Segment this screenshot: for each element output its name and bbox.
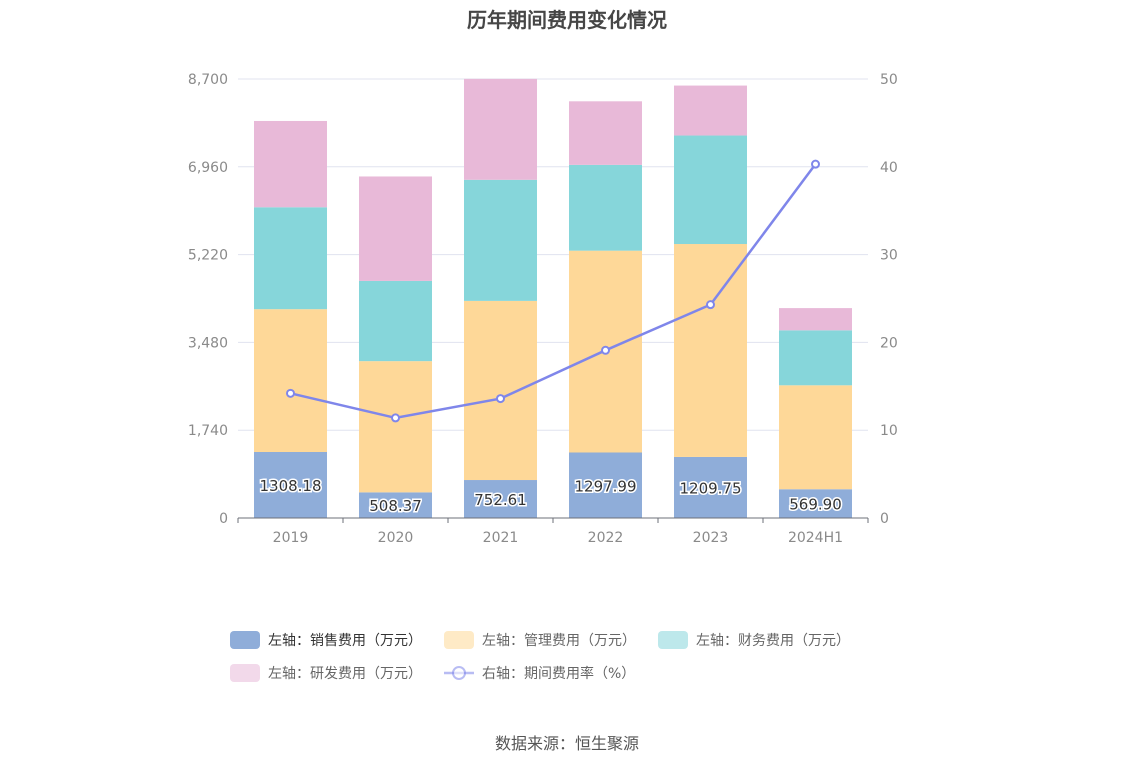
- legend-label: 右轴：期间费用率（%）: [482, 666, 636, 682]
- legend-item[interactable]: 左轴：财务费用（万元）: [658, 630, 850, 650]
- bar-value-label: 569.90: [789, 496, 842, 514]
- legend-label: 左轴：销售费用（万元）: [268, 633, 422, 649]
- grid-lines: [238, 78, 868, 431]
- rate-line-point: [286, 388, 295, 398]
- legend-line-icon: [444, 666, 474, 680]
- legend-swatch: [230, 631, 260, 649]
- bar-segment: [254, 451, 327, 518]
- legend-item[interactable]: 左轴：研发费用（万元）: [230, 663, 422, 683]
- rate-line: [286, 159, 820, 423]
- x-axis-category-label: 2024H1: [788, 530, 843, 546]
- legend-label: 左轴：管理费用（万元）: [482, 633, 636, 649]
- legend-label: 左轴：财务费用（万元）: [696, 633, 850, 649]
- data-source-note: 数据来源：恒生聚源: [494, 734, 639, 753]
- left-axis-tick-label: 3,480: [188, 335, 228, 351]
- bar-segment: [359, 361, 432, 493]
- bar-segment: [674, 244, 747, 457]
- bar-value-label: 1209.75: [679, 479, 741, 497]
- left-axis: 0 1,740 3,480 5,220 6,960 8,700: [188, 72, 228, 527]
- bar-segment: [464, 78, 537, 180]
- rate-line-point: [496, 394, 505, 404]
- bar-segment: [464, 300, 537, 481]
- bar-segment: [464, 480, 537, 518]
- right-axis-tick-label: 40: [880, 160, 898, 176]
- legend-item[interactable]: 左轴：销售费用（万元）: [230, 630, 422, 650]
- rate-line-path: [290, 163, 817, 420]
- x-axis-category-label: 2020: [378, 530, 414, 546]
- bar-value-label: 1308.18: [259, 477, 321, 495]
- bar-segment: [569, 164, 642, 251]
- right-axis-tick-label: 50: [880, 72, 898, 88]
- rate-line-point: [601, 345, 610, 355]
- bar-segment: [254, 309, 327, 452]
- chart-title: 历年期间费用变化情况: [467, 8, 667, 32]
- bar-segment: [464, 179, 537, 301]
- legend-row: 左轴：销售费用（万元） 左轴：管理费用（万元） 左轴：财务费用（万元）: [230, 630, 872, 653]
- bar-segment: [569, 452, 642, 518]
- legend-row: 左轴：研发费用（万元） 右轴：期间费用率（%）: [230, 663, 657, 686]
- bar-segment: [569, 101, 642, 165]
- bar-segment: [779, 308, 852, 331]
- bar-segment: [779, 330, 852, 386]
- x-axis-category-label: 2022: [588, 530, 624, 546]
- bar-value-label: 1297.99: [574, 477, 636, 495]
- x-axis-category-label: 2019: [273, 530, 309, 546]
- bar-value-label: 508.37: [369, 497, 422, 515]
- stacked-bars: [254, 78, 852, 518]
- x-axis-category-label: 2021: [483, 530, 519, 546]
- left-axis-tick-label: 0: [219, 511, 228, 527]
- legend-item[interactable]: 左轴：管理费用（万元）: [444, 630, 636, 650]
- rate-line-point: [391, 413, 400, 423]
- bar-segment: [779, 489, 852, 518]
- left-axis-tick-label: 8,700: [188, 72, 228, 88]
- right-axis: 0 10 20 30 40 50: [880, 72, 898, 527]
- rate-line-point: [706, 300, 715, 310]
- bar-segment: [674, 135, 747, 245]
- x-axis-category-label: 2023: [693, 530, 729, 546]
- legend-item[interactable]: 右轴：期间费用率（%）: [444, 663, 635, 683]
- bar-value-labels: 1308.18 508.37 752.61 1297.99 1209.75 569.90: [258, 475, 843, 516]
- bar-segment: [779, 385, 852, 490]
- legend-swatch: [230, 664, 260, 682]
- left-axis-tick-label: 5,220: [188, 248, 228, 264]
- legend-swatch: [444, 631, 474, 649]
- left-axis-tick-label: 1,740: [188, 423, 228, 439]
- right-axis-tick-label: 10: [880, 423, 898, 439]
- right-axis-tick-label: 30: [880, 248, 898, 264]
- bar-segment: [254, 120, 327, 208]
- bar-segment: [674, 456, 747, 518]
- bar-segment: [254, 207, 327, 310]
- x-axis: 2019 2020 2021 2022 2023 2024H1: [237, 517, 869, 546]
- bar-value-label: 752.61: [474, 491, 527, 509]
- bar-segment: [359, 280, 432, 362]
- right-axis-tick-label: 20: [880, 335, 898, 351]
- rate-line-point: [811, 159, 820, 169]
- bar-segment: [674, 85, 747, 136]
- legend-swatch: [658, 631, 688, 649]
- bar-segment: [359, 492, 432, 518]
- bar-segment: [359, 176, 432, 281]
- left-axis-tick-label: 6,960: [188, 160, 228, 176]
- right-axis-tick-label: 0: [880, 511, 889, 527]
- legend-label: 左轴：研发费用（万元）: [268, 666, 422, 682]
